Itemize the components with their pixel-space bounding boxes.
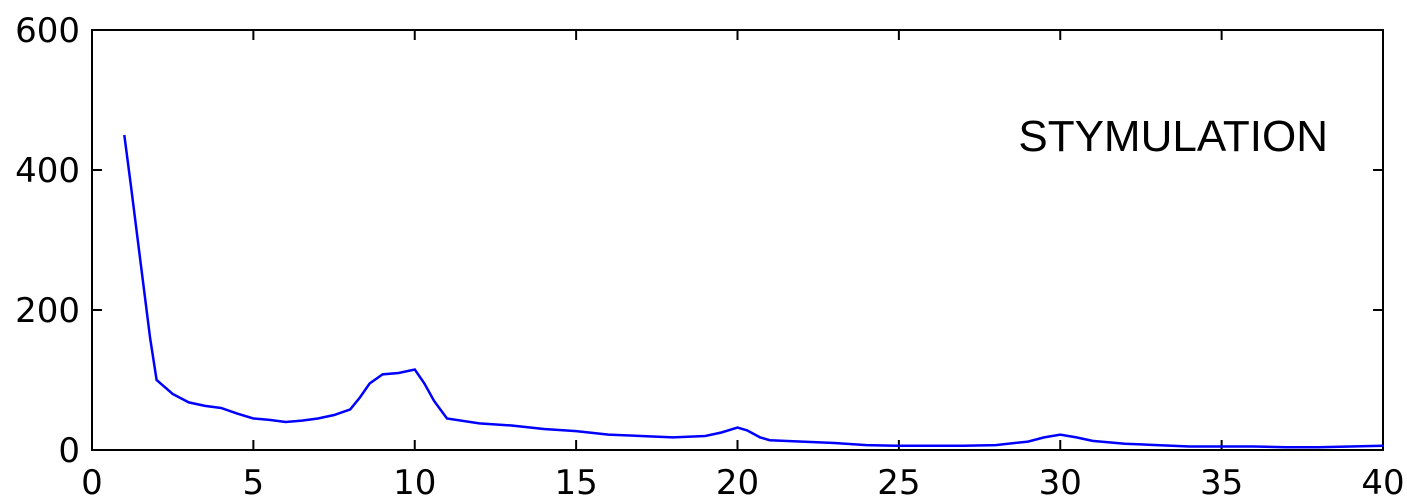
y-tick-label: 200 bbox=[15, 291, 80, 331]
series-line bbox=[123, 134, 1384, 449]
axis-ticks bbox=[91, 29, 1384, 451]
x-tick-label: 20 bbox=[716, 463, 759, 503]
y-tick-label: 0 bbox=[58, 431, 80, 471]
plot-area-frame bbox=[91, 29, 1384, 451]
x-tick-label: 30 bbox=[1039, 463, 1082, 503]
y-tick-label: 400 bbox=[15, 151, 80, 191]
x-tick-label: 25 bbox=[877, 463, 920, 503]
x-tick-label: 0 bbox=[81, 463, 103, 503]
x-tick-label: 40 bbox=[1361, 463, 1404, 503]
chart-annotation: STYMULATION bbox=[1018, 112, 1328, 161]
x-tick-label: 10 bbox=[393, 463, 436, 503]
x-tick-label: 15 bbox=[554, 463, 597, 503]
y-tick-label: 600 bbox=[15, 11, 80, 51]
x-tick-label: 35 bbox=[1200, 463, 1243, 503]
x-tick-label: 5 bbox=[243, 463, 265, 503]
